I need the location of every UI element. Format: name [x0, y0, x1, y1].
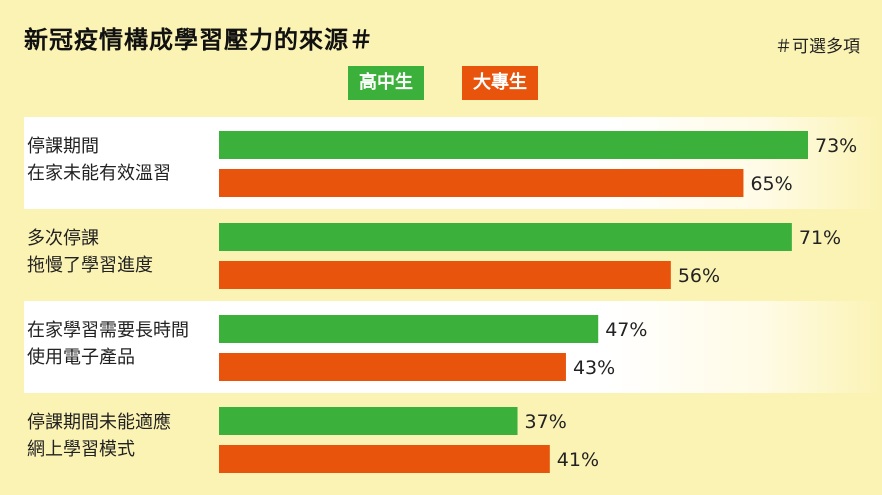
bar-high-school-1 — [219, 131, 808, 159]
value-label-high-school-4: 37% — [525, 411, 567, 433]
value-label-university-1: 65% — [750, 173, 792, 195]
category-label-4-line-2: 網上學習模式 — [27, 439, 135, 460]
value-label-university-3: 43% — [573, 357, 615, 379]
bar-university-1 — [219, 169, 744, 197]
multiple-choice-note: ＃可選多項 — [775, 37, 860, 57]
category-label-4-line-1: 停課期間未能適應 — [27, 411, 171, 433]
value-label-university-4: 41% — [557, 449, 599, 471]
value-label-high-school-1: 73% — [815, 135, 857, 157]
bar-high-school-3 — [219, 315, 599, 343]
category-label-2-line-2: 拖慢了學習進度 — [27, 255, 153, 276]
category-label-1-line-1: 停課期間 — [27, 136, 99, 157]
bar-university-4 — [219, 445, 550, 473]
bar-university-3 — [219, 353, 566, 381]
category-label-3-line-1: 在家學習需要長時間 — [27, 320, 189, 341]
legend-university: 大專生 — [462, 66, 538, 100]
category-label-1-line-2: 在家未能有效溫習 — [27, 163, 171, 184]
value-label-high-school-3: 47% — [605, 319, 647, 341]
value-label-high-school-2: 71% — [799, 227, 841, 249]
bar-high-school-4 — [219, 407, 518, 435]
chart-title: 新冠疫情構成學習壓力的來源＃ — [24, 26, 374, 54]
category-label-3-line-2: 使用電子產品 — [27, 347, 135, 368]
bar-university-2 — [219, 261, 671, 289]
value-label-university-2: 56% — [678, 265, 720, 287]
category-label-2-line-1: 多次停課 — [27, 228, 99, 249]
bar-high-school-2 — [219, 223, 792, 251]
legend-high-school: 高中生 — [348, 66, 424, 100]
